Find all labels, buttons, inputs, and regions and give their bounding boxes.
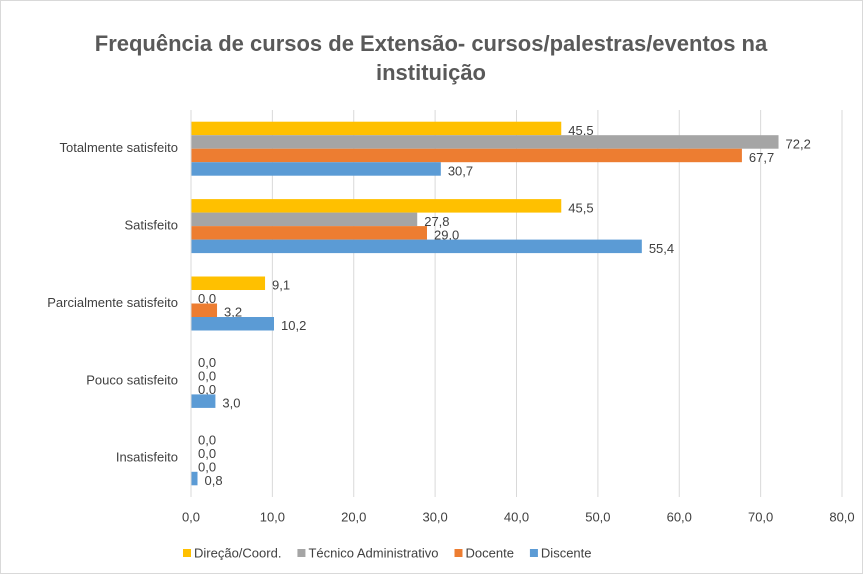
- bar: [191, 226, 427, 240]
- legend-swatch: [454, 549, 463, 557]
- data-label: 0,0: [198, 459, 216, 474]
- bar: [191, 394, 216, 408]
- bar: [191, 121, 562, 136]
- data-label: 67,7: [749, 150, 774, 165]
- y-tick-label: Parcialmente satisfeito: [47, 295, 178, 310]
- x-tick-label: 40,0: [504, 509, 529, 524]
- data-label: 0,8: [205, 473, 223, 488]
- bar: [191, 162, 441, 176]
- x-tick-label: 0,0: [182, 509, 200, 524]
- bar: [191, 239, 642, 254]
- x-tick-label: 70,0: [748, 509, 773, 524]
- data-label: 29,0: [434, 227, 459, 242]
- bar: [191, 212, 418, 227]
- data-label: 3,2: [224, 305, 242, 320]
- x-tick-label: 50,0: [585, 509, 610, 524]
- x-tick-label: 20,0: [341, 509, 366, 524]
- data-label: 27,8: [424, 214, 449, 229]
- data-label: 0,0: [198, 446, 216, 461]
- y-tick-label: Insatisfeito: [116, 450, 178, 465]
- legend-swatch: [529, 549, 538, 557]
- legend-label: Direção/Coord.: [194, 545, 281, 560]
- bar: [191, 199, 562, 213]
- data-label: 3,0: [222, 396, 240, 411]
- data-label: 45,5: [568, 200, 593, 215]
- x-tick-label: 80,0: [829, 509, 854, 524]
- y-tick-label: Satisfeito: [125, 218, 178, 233]
- data-label: 55,4: [649, 241, 674, 256]
- data-label: 0,0: [198, 382, 216, 397]
- x-tick-label: 10,0: [260, 509, 285, 524]
- data-label: 0,0: [198, 355, 216, 370]
- y-tick-label: Totalmente satisfeito: [59, 140, 178, 155]
- title-line: Frequência de cursos de Extensão- cursos…: [95, 31, 768, 56]
- title-line: instituição: [376, 60, 486, 85]
- data-label: 0,0: [198, 432, 216, 447]
- data-label: 45,5: [568, 123, 593, 138]
- bar: [191, 471, 198, 486]
- data-label: 72,2: [786, 136, 811, 151]
- bar: [191, 135, 779, 149]
- data-label: 0,0: [198, 369, 216, 384]
- data-label: 10,2: [281, 318, 306, 333]
- bar: [191, 276, 266, 290]
- x-tick-label: 30,0: [422, 509, 447, 524]
- data-label: 30,7: [448, 163, 473, 178]
- legend-label: Discente: [541, 545, 592, 560]
- y-tick-label: Pouco satisfeito: [86, 372, 178, 387]
- data-label: 9,1: [272, 278, 290, 293]
- bar: [191, 148, 742, 163]
- legend-label: Técnico Administrativo: [308, 545, 438, 560]
- legend-swatch: [297, 549, 306, 557]
- chart-title: Frequência de cursos de Extensão- cursos…: [95, 31, 768, 85]
- bar: [191, 303, 218, 317]
- legend-label: Docente: [466, 545, 514, 560]
- data-label: 0,0: [198, 291, 216, 306]
- bar: [191, 317, 275, 331]
- legend-swatch: [183, 549, 191, 557]
- x-tick-label: 60,0: [667, 509, 692, 524]
